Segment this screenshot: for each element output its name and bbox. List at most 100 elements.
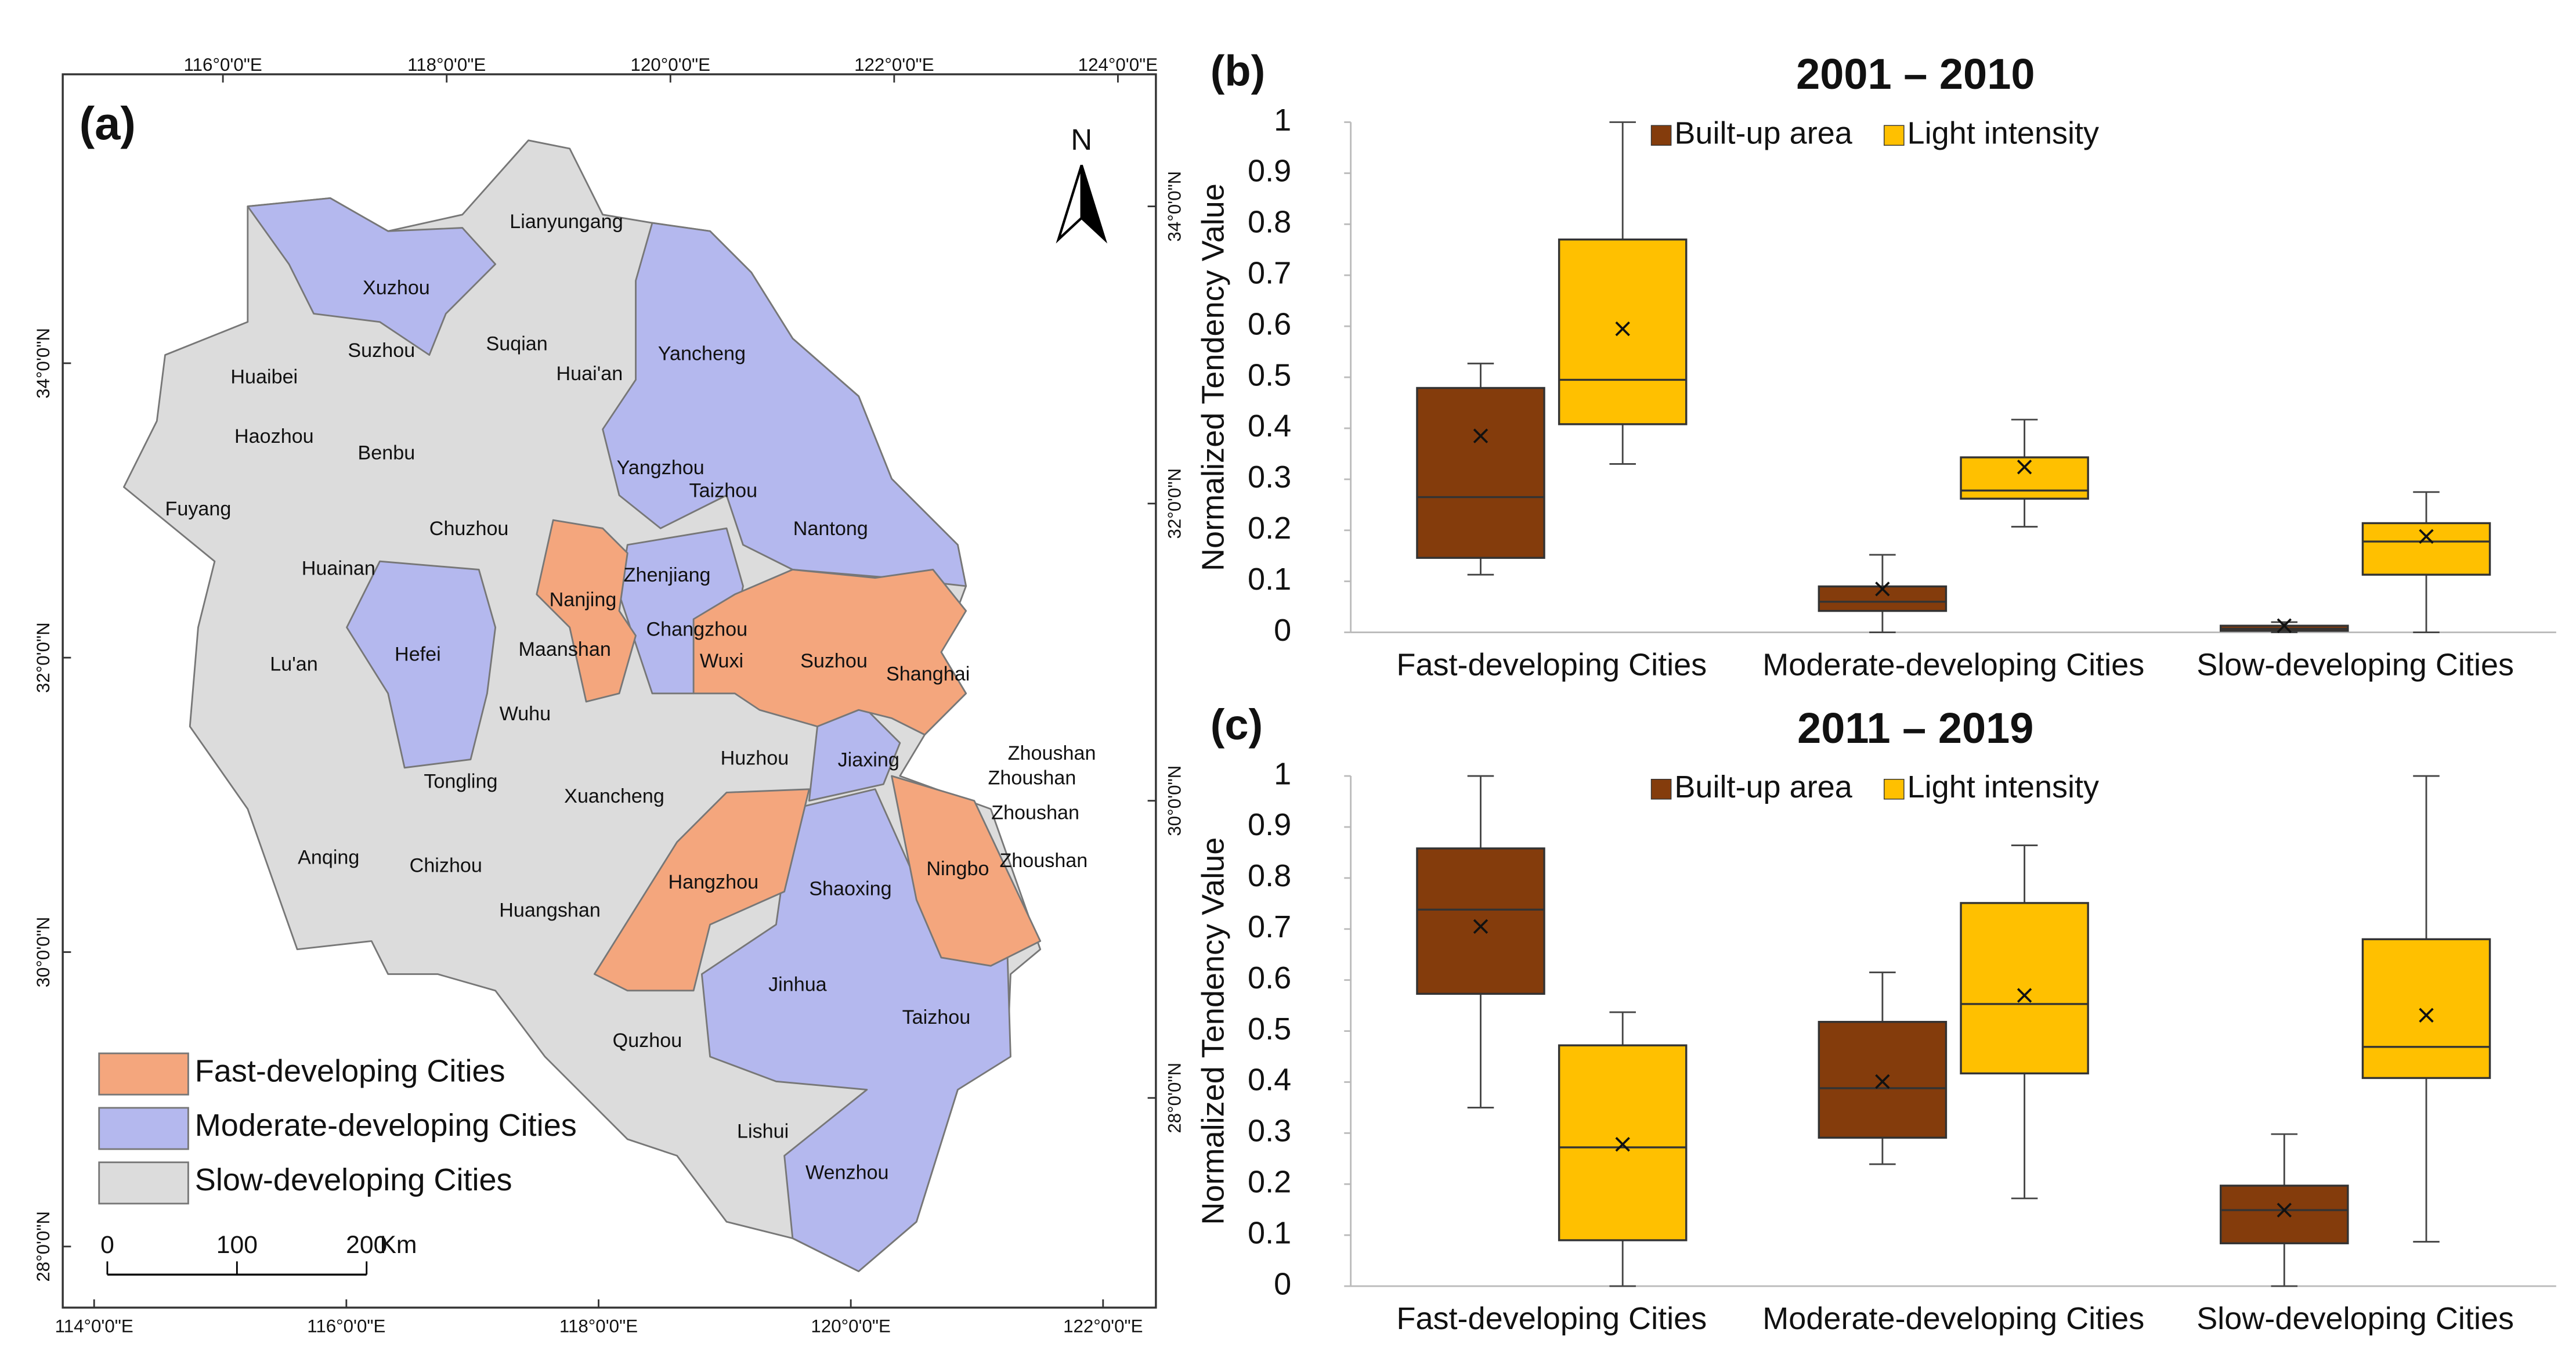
y-tick-label: 0.1 bbox=[1248, 562, 1291, 597]
y-tick-label: 0.8 bbox=[1248, 205, 1291, 240]
right-tick-label: 34°0'0"N bbox=[1164, 171, 1184, 242]
legend-swatch bbox=[98, 1161, 189, 1205]
city-label: Anqing bbox=[298, 846, 359, 868]
city-label: Zhoushan bbox=[1008, 742, 1096, 764]
city-label: Zhoushan bbox=[999, 850, 1088, 872]
scale-label: 100 bbox=[216, 1231, 258, 1259]
legend-swatch bbox=[1650, 779, 1672, 800]
city-label: Yancheng bbox=[658, 343, 746, 365]
y-tick-label: 0.3 bbox=[1248, 460, 1291, 494]
city-label: Shaoxing bbox=[809, 878, 891, 900]
box bbox=[1960, 456, 2089, 500]
x-tick-label: Fast-developing Cities bbox=[1396, 1301, 1707, 1336]
city-label: Haozhou bbox=[234, 425, 314, 447]
y-tick-label: 0.8 bbox=[1248, 858, 1291, 893]
bottom-tick-label: 114°0'0"E bbox=[55, 1316, 133, 1336]
left-tick-label: 30°0'0"N bbox=[33, 917, 53, 988]
panel-label: (c) bbox=[1211, 701, 1263, 749]
city-label: Wenzhou bbox=[805, 1162, 889, 1184]
y-tick-label: 0 bbox=[1274, 1266, 1291, 1301]
city-label: Lu'an bbox=[270, 653, 317, 675]
legend-swatch bbox=[98, 1052, 189, 1096]
fast-region bbox=[891, 775, 1042, 967]
top-tick-label: 120°0'0"E bbox=[631, 55, 710, 75]
city-label: Jinhua bbox=[768, 973, 827, 995]
y-tick-label: 0.9 bbox=[1248, 807, 1291, 842]
y-tick-label: 0 bbox=[1274, 613, 1291, 648]
y-tick-label: 0.9 bbox=[1248, 154, 1291, 189]
box bbox=[1416, 847, 1545, 995]
moderate-region bbox=[247, 197, 497, 356]
city-label: Ningbo bbox=[926, 858, 989, 880]
mean-marker bbox=[1473, 428, 1488, 443]
city-label: Jiaxing bbox=[838, 749, 899, 771]
north-label: N bbox=[1071, 123, 1092, 156]
panel-label: (a) bbox=[80, 98, 136, 149]
legend-swatch bbox=[1884, 125, 1905, 146]
panel-label: (b) bbox=[1211, 47, 1265, 95]
box bbox=[2361, 522, 2491, 576]
y-tick-label: 0.6 bbox=[1248, 306, 1291, 341]
mean-marker bbox=[2017, 988, 2032, 1003]
left-tick-label: 32°0'0"N bbox=[33, 622, 53, 693]
mean-marker bbox=[2017, 460, 2032, 475]
x-tick-label: Slow-developing Cities bbox=[2196, 648, 2514, 683]
city-label: Tongling bbox=[424, 770, 497, 792]
bottom-tick-label: 118°0'0"E bbox=[559, 1316, 638, 1336]
north-arrow bbox=[1056, 164, 1108, 244]
city-label: Zhoushan bbox=[988, 767, 1076, 789]
city-label: Wuxi bbox=[700, 650, 743, 672]
north-arrow-left bbox=[1056, 164, 1083, 244]
x-tick-label: Moderate-developing Cities bbox=[1762, 1301, 2144, 1336]
city-label: Changzhou bbox=[646, 619, 748, 641]
top-tick-label: 118°0'0"E bbox=[407, 55, 486, 75]
mean-marker bbox=[1615, 1137, 1630, 1152]
city-label: Taizhou bbox=[689, 480, 758, 502]
moderate-region bbox=[346, 560, 497, 769]
legend-label: Built-up area bbox=[1674, 770, 1852, 804]
legend-swatch bbox=[1650, 125, 1672, 146]
city-label: Taizhou bbox=[902, 1006, 971, 1028]
legend-label: Built-up area bbox=[1674, 116, 1852, 151]
bottom-tick-label: 116°0'0"E bbox=[307, 1316, 385, 1336]
fast-region bbox=[692, 569, 967, 736]
city-label: Benbu bbox=[357, 442, 415, 464]
legend-label: Slow-developing Cities bbox=[195, 1162, 512, 1197]
city-label: Huaibei bbox=[230, 366, 298, 388]
city-label: Huangshan bbox=[499, 899, 601, 921]
top-tick-label: 116°0'0"E bbox=[184, 55, 262, 75]
top-tick-label: 122°0'0"E bbox=[854, 55, 934, 75]
y-axis-label: Normalized Tendency Value bbox=[1196, 837, 1231, 1225]
city-label: Nanjing bbox=[550, 589, 617, 611]
city-label: Chuzhou bbox=[429, 518, 509, 540]
y-tick-label: 0.5 bbox=[1248, 1012, 1291, 1046]
mean-marker bbox=[1875, 1074, 1890, 1089]
right-tick-label: 28°0'0"N bbox=[1164, 1063, 1184, 1133]
right-tick-label: 30°0'0"N bbox=[1164, 766, 1184, 836]
left-tick-label: 34°0'0"N bbox=[33, 328, 53, 399]
city-label: Huainan bbox=[302, 557, 375, 579]
y-tick-label: 0.3 bbox=[1248, 1114, 1291, 1149]
y-tick-label: 1 bbox=[1274, 103, 1291, 138]
city-label: Chizhou bbox=[410, 855, 482, 877]
bottom-tick-label: 120°0'0"E bbox=[811, 1316, 890, 1336]
y-tick-label: 0.1 bbox=[1248, 1215, 1291, 1250]
mean-marker bbox=[1875, 582, 1890, 597]
city-label: Wuhu bbox=[500, 703, 551, 725]
city-label: Xuancheng bbox=[564, 785, 664, 807]
scale-unit: Km bbox=[380, 1231, 417, 1259]
scale-label: 0 bbox=[100, 1231, 114, 1259]
y-tick-label: 1 bbox=[1274, 756, 1291, 791]
x-tick-label: Moderate-developing Cities bbox=[1762, 648, 2144, 683]
y-tick-label: 0.7 bbox=[1248, 256, 1291, 291]
y-tick-label: 0.6 bbox=[1248, 961, 1291, 995]
city-label: Hangzhou bbox=[668, 871, 758, 893]
y-tick-label: 0.5 bbox=[1248, 358, 1291, 392]
legend-label: Light intensity bbox=[1907, 116, 2100, 151]
scale-label: 200 bbox=[346, 1231, 387, 1259]
box bbox=[2220, 1185, 2349, 1244]
box bbox=[2361, 938, 2491, 1079]
mean-marker bbox=[1473, 919, 1488, 934]
city-label: Zhenjiang bbox=[624, 564, 711, 586]
